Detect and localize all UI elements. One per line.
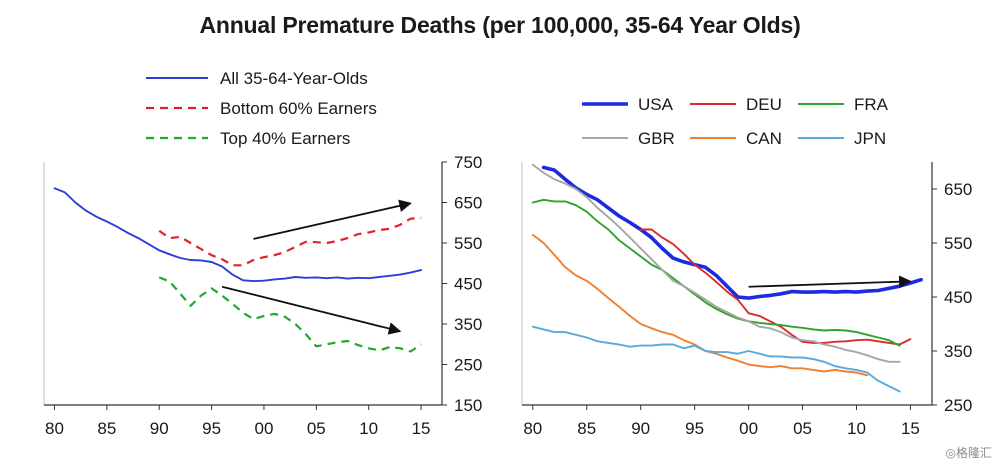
right-chart: 80 85 90 95 00 05 10 15 250 350 450 550 650 USA DEU FRA… — [521, 95, 972, 438]
left-x-tick-label: 10 — [359, 419, 378, 438]
left-series-line-bottom-60-earners — [158, 216, 422, 267]
right-x-tick-label: 85 — [577, 419, 596, 438]
right-x-tick-label: 95 — [685, 419, 704, 438]
right-y-tick-label: 550 — [944, 234, 972, 253]
left-x-tick-label: 85 — [97, 419, 116, 438]
right-y-tick-label: 250 — [944, 396, 972, 415]
right-legend-label-deu: DEU — [746, 95, 782, 114]
right-y-tick-label: 350 — [944, 342, 972, 361]
left-y-tick-label: 650 — [454, 194, 482, 213]
left-trend-arrow-2 — [221, 285, 402, 335]
page-title: Annual Premature Deaths (per 100,000, 35… — [199, 12, 801, 38]
right-x-tick-label: 80 — [523, 419, 542, 438]
left-trend-arrow-1 — [253, 199, 412, 240]
right-series-line-deu — [639, 228, 912, 346]
right-series-line-fra — [531, 198, 901, 347]
left-x-tick-label: 90 — [150, 419, 169, 438]
left-x-tick-label: 05 — [307, 419, 326, 438]
left-series-line-all-35-64-year-olds — [53, 187, 423, 283]
left-y-tick-label: 550 — [454, 234, 482, 253]
left-y-tick-label: 250 — [454, 356, 482, 375]
right-x-tick-label: 00 — [739, 419, 758, 438]
right-trend-arrow-1 — [748, 275, 912, 289]
right-x-tick-label: 15 — [901, 419, 920, 438]
right-x-tick-label: 90 — [631, 419, 650, 438]
right-series-line-can — [531, 233, 869, 377]
right-legend-label-usa: USA — [638, 95, 674, 114]
left-x-tick-label: 15 — [412, 419, 431, 438]
left-legend-label-all-35-64-year-olds: All 35-64-Year-Olds — [220, 69, 368, 88]
right-series-line-gbr — [531, 163, 901, 363]
left-x-tick-label: 00 — [254, 419, 273, 438]
left-y-tick-label: 150 — [454, 396, 482, 415]
left-y-tick-label: 450 — [454, 275, 482, 294]
watermark: ◎格隆汇 — [946, 444, 993, 461]
left-x-tick-label: 95 — [202, 419, 221, 438]
watermark-text: 格隆汇 — [955, 446, 992, 460]
right-series-line-usa — [541, 165, 924, 300]
right-legend-label-gbr: GBR — [638, 129, 675, 148]
left-legend-label-bottom-60-earners: Bottom 60% Earners — [220, 99, 377, 118]
right-series-line-jpn — [531, 325, 901, 393]
right-x-tick-label: 05 — [793, 419, 812, 438]
watermark-icon: ◎ — [945, 446, 956, 460]
left-chart: 80 85 90 95 00 05 10 15 150 250 350 450 550 650 750 All… — [43, 69, 482, 438]
left-legend-label-top-40-earners: Top 40% Earners — [220, 129, 350, 148]
left-series-line-top-40-earners — [158, 276, 422, 353]
right-legend-label-can: CAN — [746, 129, 782, 148]
left-x-tick-label: 80 — [45, 419, 64, 438]
right-legend-label-jpn: JPN — [854, 129, 886, 148]
right-y-tick-label: 650 — [944, 180, 972, 199]
right-x-tick-label: 10 — [847, 419, 866, 438]
right-y-tick-label: 450 — [944, 288, 972, 307]
left-y-tick-label: 350 — [454, 315, 482, 334]
right-legend-label-fra: FRA — [854, 95, 889, 114]
left-y-tick-label: 750 — [454, 153, 482, 172]
